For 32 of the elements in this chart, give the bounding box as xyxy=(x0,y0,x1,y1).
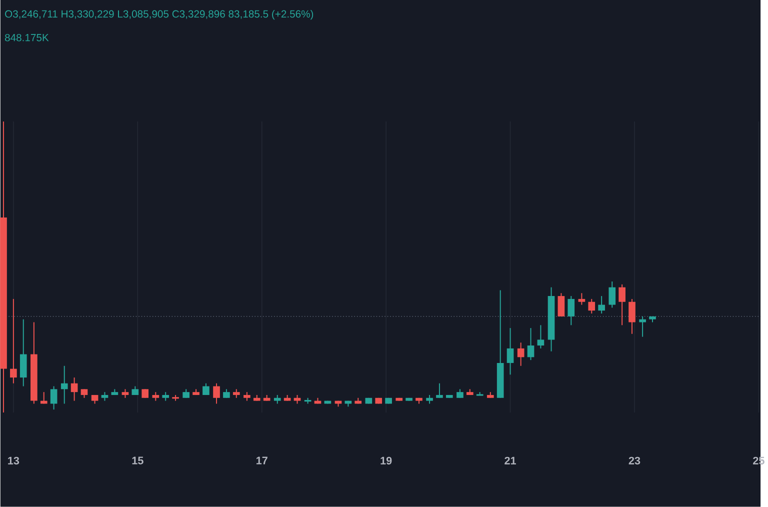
candlestick xyxy=(486,392,494,398)
candlestick xyxy=(152,392,160,402)
candlestick xyxy=(182,388,190,398)
x-tick-label: 15 xyxy=(132,456,144,464)
candlestick xyxy=(213,382,220,404)
candlestick xyxy=(253,394,260,402)
candlestick xyxy=(446,394,453,398)
x-tick-label: 13 xyxy=(8,456,20,465)
candlestick xyxy=(274,394,281,404)
candlestick xyxy=(396,398,403,402)
text: O3,246,711 H3,330,229 L3,085,905 C3,329,896 83,185.5 (+2.56%) xyxy=(5,10,314,20)
candlestick xyxy=(466,388,474,396)
candlestick xyxy=(142,388,149,398)
candlestick xyxy=(416,398,422,404)
candlestick xyxy=(476,392,484,396)
candlestick xyxy=(232,388,240,398)
candlestick xyxy=(132,386,139,396)
candlestick xyxy=(426,394,433,404)
candlestick xyxy=(162,392,170,402)
x-tick-label: 17 xyxy=(256,456,268,464)
candlestick xyxy=(223,388,230,398)
x-tick-label: 23 xyxy=(628,456,640,465)
candlestick xyxy=(202,382,210,396)
candlestick xyxy=(436,382,443,398)
x-tick-label: 19 xyxy=(380,456,392,465)
candlestick xyxy=(244,392,250,402)
text: 848.175K xyxy=(5,34,49,42)
candlestick xyxy=(406,398,412,402)
x-tick-label: 21 xyxy=(504,456,516,464)
candlestick xyxy=(456,388,464,398)
candlestick xyxy=(192,388,200,396)
candlestick xyxy=(649,316,656,323)
